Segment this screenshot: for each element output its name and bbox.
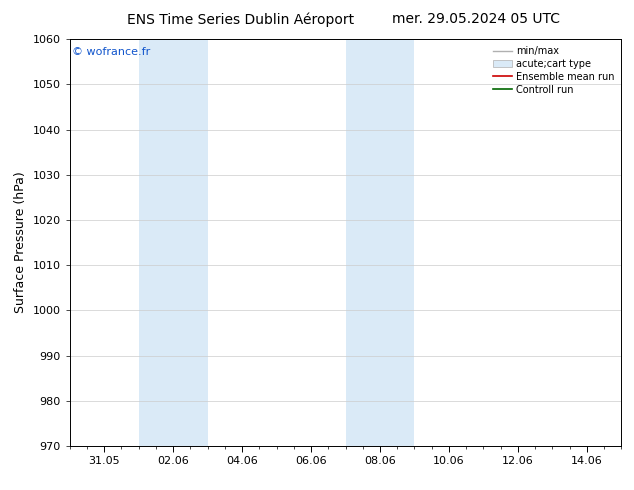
Text: mer. 29.05.2024 05 UTC: mer. 29.05.2024 05 UTC	[392, 12, 559, 26]
Legend: min/max, acute;cart type, Ensemble mean run, Controll run: min/max, acute;cart type, Ensemble mean …	[489, 42, 618, 98]
Text: ENS Time Series Dublin Aéroport: ENS Time Series Dublin Aéroport	[127, 12, 354, 27]
Text: © wofrance.fr: © wofrance.fr	[72, 48, 151, 57]
Bar	[139, 39, 207, 446]
Bar	[346, 39, 415, 446]
Y-axis label: Surface Pressure (hPa): Surface Pressure (hPa)	[14, 172, 27, 314]
